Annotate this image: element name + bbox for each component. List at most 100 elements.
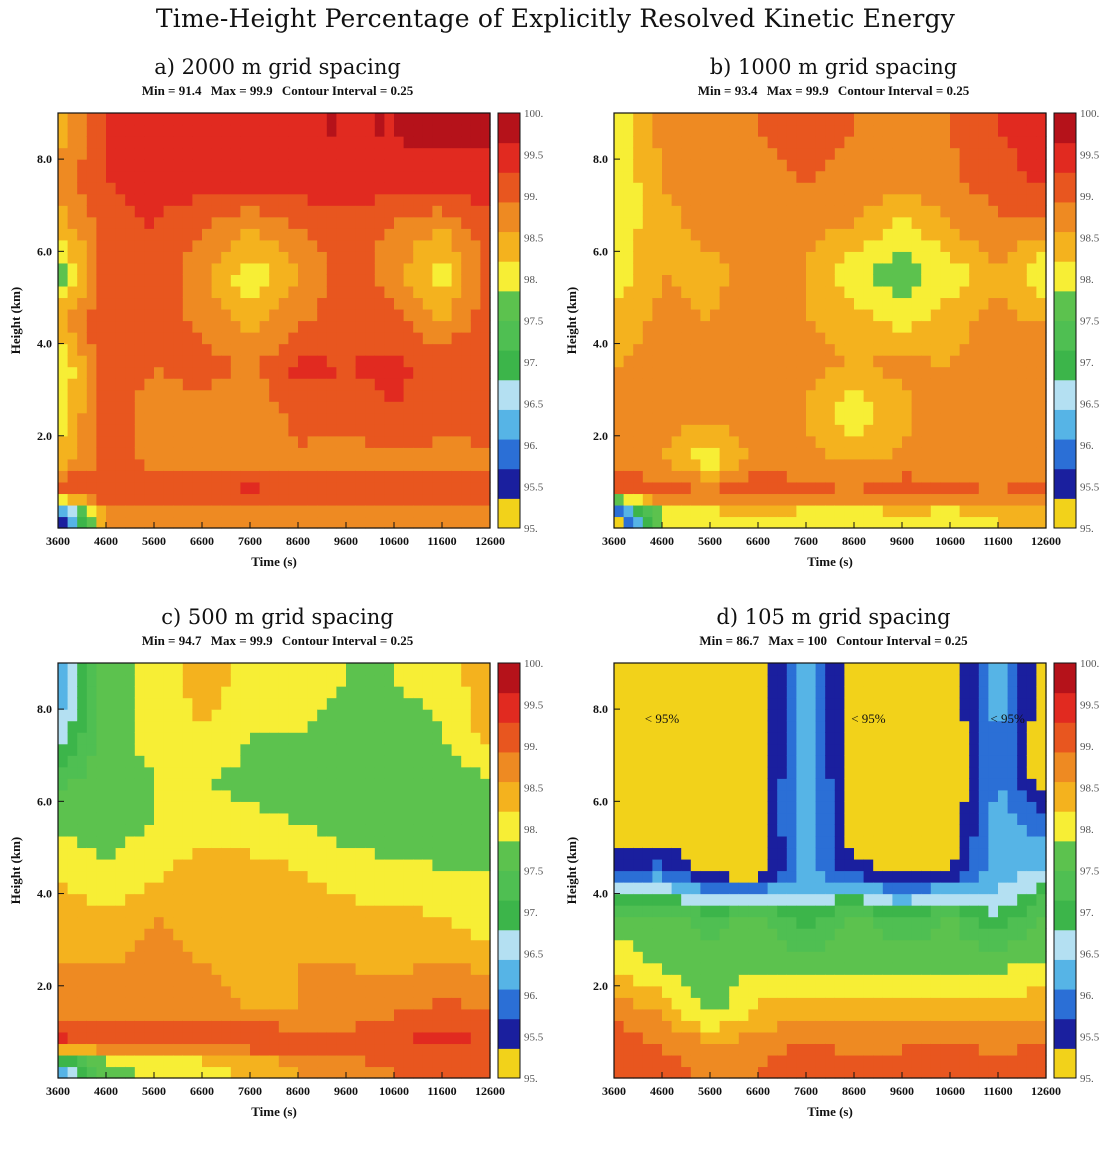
field-cell	[404, 1043, 414, 1055]
field-cell	[691, 309, 701, 321]
field-cell	[452, 205, 462, 217]
field-cell	[643, 228, 653, 240]
field-cell	[979, 286, 989, 298]
field-cell	[346, 447, 356, 459]
field-cell	[154, 709, 164, 721]
field-cell	[624, 470, 634, 482]
field-cell	[471, 801, 481, 813]
field-cell	[423, 986, 433, 998]
field-cell	[423, 917, 433, 929]
field-cell	[758, 436, 768, 448]
field-cell	[164, 732, 174, 744]
field-cell	[1008, 447, 1018, 459]
field-cell	[864, 194, 874, 206]
field-cell	[806, 355, 816, 367]
field-cell	[231, 847, 241, 859]
field-cell	[825, 297, 835, 309]
field-cell	[336, 321, 346, 333]
field-cell	[135, 413, 145, 425]
field-cell	[384, 986, 394, 998]
field-cell	[144, 859, 154, 871]
field-cell	[902, 274, 912, 286]
field-cell	[154, 459, 164, 471]
field-cell	[221, 390, 231, 402]
field-cell	[183, 847, 193, 859]
field-cell	[480, 413, 490, 425]
field-cell	[950, 297, 960, 309]
field-cell	[221, 251, 231, 263]
field-cell	[154, 1055, 164, 1067]
field-cell	[432, 963, 442, 975]
field-cell	[260, 1055, 270, 1067]
field-cell	[144, 424, 154, 436]
field-cell	[969, 240, 979, 252]
field-cell	[96, 297, 106, 309]
field-cell	[77, 744, 87, 756]
field-cell	[748, 113, 758, 125]
field-cell	[806, 205, 816, 217]
field-cell	[442, 493, 452, 505]
field-cell	[221, 482, 231, 494]
field-cell	[758, 309, 768, 321]
field-cell	[231, 1020, 241, 1032]
field-cell	[471, 344, 481, 356]
field-cell	[854, 470, 864, 482]
field-cell	[202, 205, 212, 217]
field-cell	[404, 182, 414, 194]
field-cell	[58, 321, 68, 333]
field-cell	[739, 413, 749, 425]
field-cell	[979, 332, 989, 344]
field-cell	[816, 240, 826, 252]
field-cell	[250, 447, 260, 459]
field-cell	[298, 951, 308, 963]
field-cell	[700, 482, 710, 494]
field-cell	[327, 917, 337, 929]
field-cell	[681, 205, 691, 217]
field-cell	[394, 125, 404, 137]
field-cell	[384, 367, 394, 379]
field-cell	[816, 286, 826, 298]
field-cell	[912, 367, 922, 379]
field-cell	[183, 228, 193, 240]
field-cell	[183, 263, 193, 275]
field-cell	[921, 309, 931, 321]
field-cell	[58, 732, 68, 744]
field-cell	[308, 401, 318, 413]
field-cell	[998, 355, 1008, 367]
field-cell	[835, 159, 845, 171]
field-cell	[442, 721, 452, 733]
field-cell	[154, 801, 164, 813]
field-cell	[192, 732, 202, 744]
field-cell	[883, 263, 893, 275]
field-cell	[394, 401, 404, 413]
field-cell	[816, 390, 826, 402]
field-cell	[279, 1066, 289, 1078]
field-cell	[173, 378, 183, 390]
field-cell	[135, 205, 145, 217]
field-cell	[240, 228, 250, 240]
field-cells	[58, 113, 491, 529]
field-cell	[336, 378, 346, 390]
field-cell	[662, 378, 672, 390]
field-cell	[883, 125, 893, 137]
field-cell	[144, 251, 154, 263]
field-cell	[365, 297, 375, 309]
field-cell	[87, 974, 97, 986]
field-cell	[442, 240, 452, 252]
colorbar-swatch	[498, 172, 520, 202]
field-cell	[173, 1043, 183, 1055]
field-cell	[739, 171, 749, 183]
field-cell	[269, 813, 279, 825]
field-cell	[106, 251, 116, 263]
field-cell	[394, 778, 404, 790]
field-cell	[269, 286, 279, 298]
field-cell	[192, 1032, 202, 1044]
field-cell	[231, 309, 241, 321]
field-cell	[336, 974, 346, 986]
field-cell	[883, 251, 893, 263]
field-cell	[346, 413, 356, 425]
field-cell	[931, 194, 941, 206]
field-cell	[960, 413, 970, 425]
field-cell	[739, 286, 749, 298]
field-cell	[221, 436, 231, 448]
